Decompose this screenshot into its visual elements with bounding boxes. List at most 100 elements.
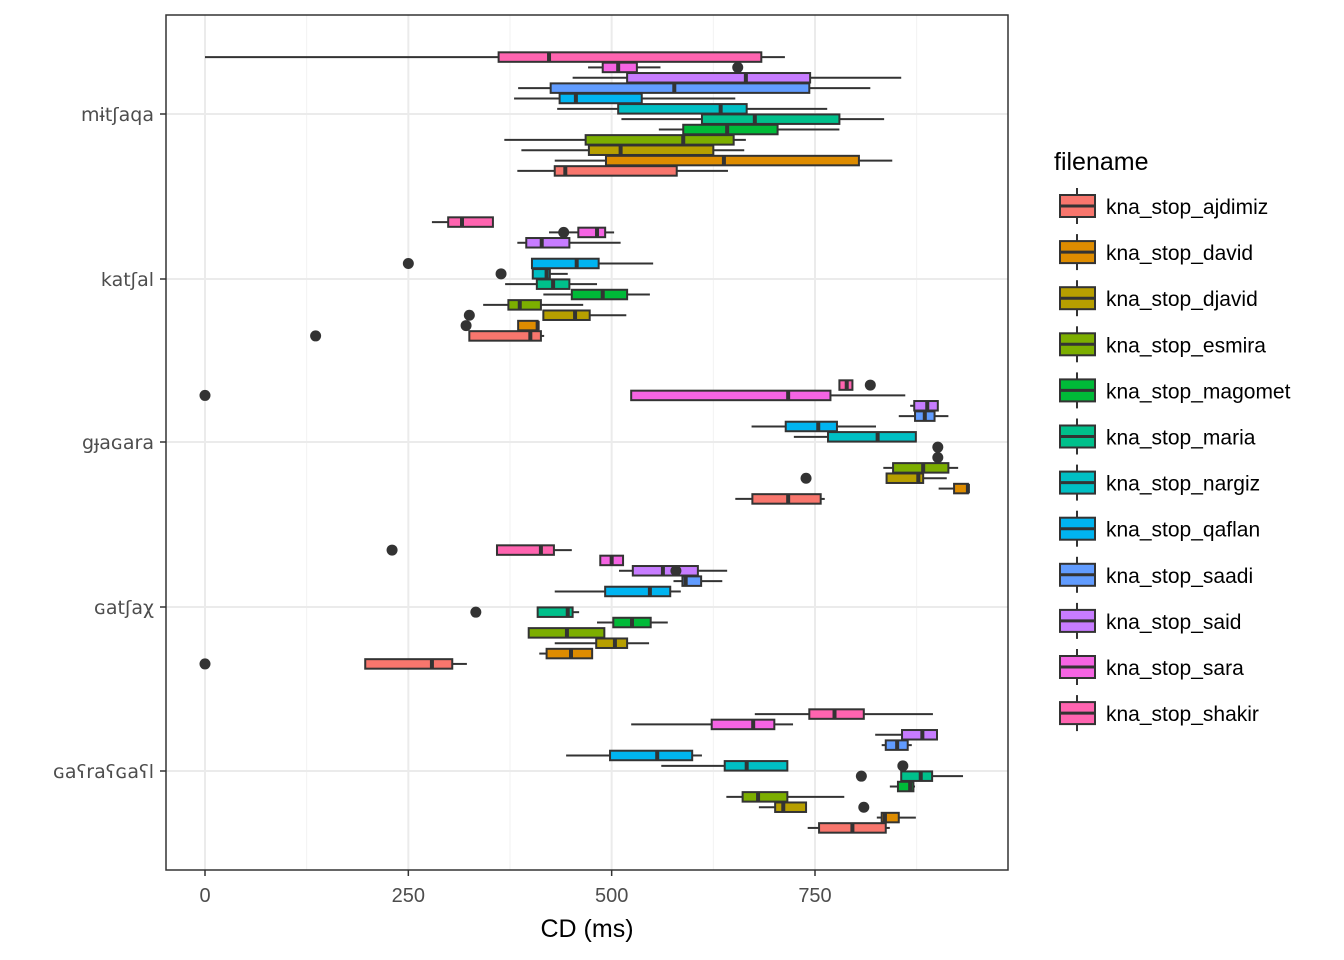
box — [808, 708, 865, 720]
box — [584, 134, 735, 146]
box — [892, 462, 950, 474]
x-tick-label: 250 — [392, 885, 425, 907]
outlier-point — [199, 389, 211, 401]
legend: filename kna_stop_ajdimiz kna_stop_davidk… — [1054, 148, 1291, 732]
box — [784, 420, 838, 433]
box — [682, 123, 779, 136]
box — [495, 544, 555, 556]
box — [774, 801, 808, 813]
box-group — [310, 216, 654, 342]
outlier-point — [402, 257, 414, 269]
legend-item: kna_stop_djavid — [1059, 280, 1258, 317]
box — [604, 585, 672, 598]
y-tick-label: gɟaɢara — [82, 432, 154, 454]
y-tick-label: ɢaʕraʕɢaʕl — [53, 761, 154, 783]
legend-label: kna_stop_esmira — [1106, 334, 1266, 357]
outlier-point — [800, 472, 812, 484]
box-group — [566, 708, 964, 834]
outlier-point — [670, 565, 682, 577]
legend-label: kna_stop_qaflan — [1106, 519, 1260, 542]
legend-label: kna_stop_ajdimiz — [1106, 196, 1268, 219]
box — [827, 431, 917, 443]
outlier-point — [495, 268, 507, 280]
box — [517, 319, 539, 332]
legend-item: kna_stop_qaflan — [1059, 510, 1260, 547]
axes: 0 250 500 750 mɨtʃaqa katʃal gɟaɢara ɢatʃaχ ɢaʕr… — [53, 14, 1009, 907]
box — [609, 749, 694, 762]
x-axis-title: CD (ms) — [540, 915, 633, 943]
outlier-point — [855, 770, 867, 782]
legend-label: kna_stop_said — [1106, 611, 1241, 634]
outlier-point — [864, 379, 876, 391]
y-tick-label: ɢatʃaχ — [94, 597, 154, 619]
box-group — [205, 51, 902, 177]
box — [631, 565, 699, 577]
box — [587, 144, 715, 156]
box — [723, 760, 789, 772]
legend-item: kna_stop_sara — [1059, 649, 1244, 685]
box — [530, 257, 600, 270]
outlier-point — [558, 226, 570, 238]
box — [497, 51, 763, 63]
box — [710, 718, 776, 731]
outlier-point — [732, 61, 744, 73]
legend-label: kna_stop_maria — [1106, 427, 1256, 450]
legend-label: kna_stop_shakir — [1106, 703, 1259, 726]
outlier-point — [897, 760, 909, 772]
box — [604, 154, 860, 167]
legend-label: kna_stop_david — [1106, 242, 1253, 265]
legend-item: kna_stop_shakir — [1059, 695, 1259, 732]
boxplot-marks — [199, 51, 970, 834]
box — [364, 658, 454, 670]
box — [953, 482, 969, 495]
legend-title: filename — [1054, 148, 1149, 176]
box-group — [199, 544, 728, 670]
box — [570, 288, 629, 301]
box — [700, 113, 841, 125]
legend-label: kna_stop_nargiz — [1106, 473, 1260, 496]
legend-item: kna_stop_saadi — [1059, 556, 1253, 593]
x-tick-label: 0 — [199, 885, 210, 907]
box — [577, 226, 607, 239]
box — [617, 103, 748, 115]
y-tick-label: mɨtʃaqa — [81, 104, 154, 126]
legend-item: kna_stop_david — [1059, 234, 1253, 271]
box — [630, 389, 832, 402]
x-tick-label: 500 — [595, 885, 628, 907]
outlier-point — [386, 544, 398, 556]
box — [901, 729, 939, 741]
box — [900, 770, 934, 782]
box — [741, 791, 789, 803]
outlier-point — [310, 330, 322, 342]
box — [447, 216, 494, 228]
outlier-point — [932, 441, 944, 453]
box — [553, 165, 678, 177]
box — [525, 237, 571, 249]
box — [549, 82, 811, 94]
box-group — [199, 379, 970, 505]
legend-label: kna_stop_magomet — [1106, 380, 1291, 403]
x-tick-label: 750 — [798, 885, 831, 907]
outlier-point — [932, 452, 944, 464]
legend-item: kna_stop_ajdimiz — [1059, 188, 1268, 224]
outlier-point — [460, 320, 472, 332]
legend-label: kna_stop_saadi — [1106, 565, 1253, 588]
legend-item: kna_stop_nargiz — [1059, 464, 1260, 501]
y-tick-label: katʃal — [101, 269, 154, 291]
box — [542, 309, 591, 321]
box — [558, 92, 643, 105]
box — [536, 606, 574, 618]
box — [507, 299, 542, 311]
legend-item: kna_stop_magomet — [1059, 372, 1291, 409]
box — [880, 811, 900, 824]
box — [626, 72, 812, 84]
legend-item: kna_stop_esmira — [1059, 326, 1266, 363]
box — [595, 637, 629, 649]
outlier-point — [470, 606, 482, 618]
legend-item: kna_stop_said — [1059, 602, 1241, 639]
outlier-point — [199, 658, 211, 670]
legend-label: kna_stop_djavid — [1106, 288, 1258, 311]
box — [468, 330, 542, 342]
legend-item: kna_stop_maria — [1059, 418, 1256, 455]
